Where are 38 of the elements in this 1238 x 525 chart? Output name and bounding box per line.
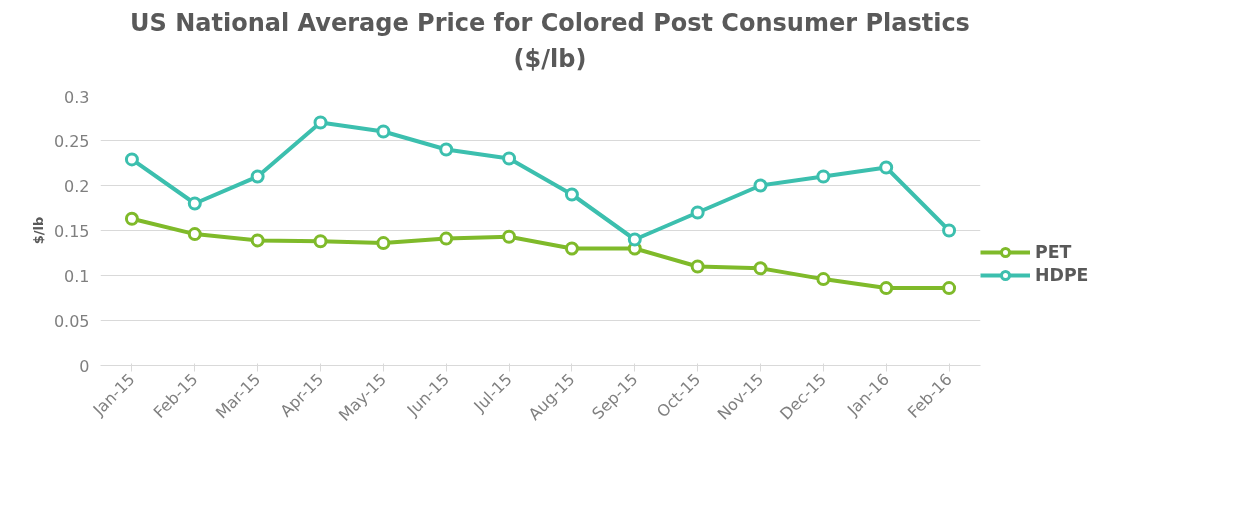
y-tick-label: 0.1 — [64, 266, 90, 286]
point — [187, 196, 202, 211]
point — [376, 124, 391, 139]
point — [816, 169, 831, 184]
y-tick-label: 0.2 — [64, 176, 90, 196]
point — [439, 231, 454, 246]
point — [502, 151, 517, 166]
point — [313, 234, 328, 249]
point — [564, 241, 579, 256]
point — [690, 205, 705, 220]
point — [250, 233, 265, 248]
y-tick-label: 0.25 — [53, 131, 90, 151]
point — [439, 142, 454, 157]
y-tick-label: 0.05 — [53, 311, 90, 331]
legend-label: HDPE — [1035, 265, 1089, 285]
point — [313, 115, 328, 130]
point — [124, 152, 139, 167]
point — [942, 281, 957, 296]
point — [879, 160, 894, 175]
point — [690, 259, 705, 274]
point — [124, 211, 139, 226]
point — [376, 236, 391, 251]
point — [753, 178, 768, 193]
point — [502, 229, 517, 244]
point — [816, 272, 831, 287]
point — [942, 223, 957, 238]
point — [879, 281, 894, 296]
legend-label: PET — [1035, 242, 1072, 262]
point — [564, 187, 579, 202]
y-tick-label: 0.15 — [53, 221, 90, 241]
point — [627, 232, 642, 247]
y-axis-title: $/lb — [30, 216, 46, 245]
point — [187, 227, 202, 242]
chart-title: US National Average Price for Colored Post Consumer Plastics ($/lb) — [129, 8, 971, 75]
point — [753, 261, 768, 276]
y-tick-label: 0 — [79, 356, 90, 376]
point — [250, 169, 265, 184]
y-tick-label: 0.3 — [64, 87, 90, 107]
